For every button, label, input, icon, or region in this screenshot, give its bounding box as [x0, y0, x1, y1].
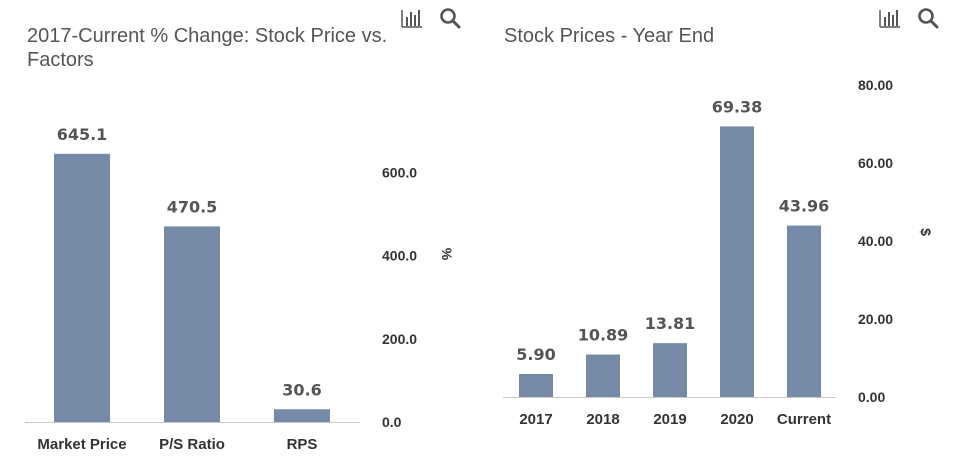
- search-icon[interactable]: [438, 6, 462, 30]
- y-tick-label: 400.0: [382, 248, 417, 264]
- bar: [519, 373, 553, 397]
- bar-chart-icon[interactable]: [878, 6, 902, 30]
- chart-title: 2017-Current % Change: Stock Price vs. F…: [27, 25, 388, 71]
- x-tick-label: Market Price: [37, 436, 126, 453]
- bar: [653, 343, 687, 397]
- data-label: 13.81: [645, 314, 696, 333]
- y-tick-label: 200.0: [382, 331, 417, 347]
- x-tick-label: 2019: [653, 411, 686, 428]
- data-label: 5.90: [516, 345, 555, 364]
- y-axis-label: %: [439, 248, 455, 261]
- x-tick-label: RPS: [287, 436, 318, 453]
- data-label: 30.6: [282, 380, 321, 399]
- chart-toolbar: [400, 6, 462, 30]
- bar: [164, 226, 220, 422]
- data-label: 10.89: [578, 326, 629, 345]
- x-tick-label: P/S Ratio: [159, 436, 225, 453]
- y-tick-label: 600.0: [382, 165, 417, 181]
- bar: [54, 153, 110, 423]
- percent-change-bar-chart: 645.1 Market Price 470.5 P/S Ratio 30.6 RPS 0.…: [25, 125, 455, 453]
- y-tick-label: 80.00: [858, 77, 893, 93]
- chart-toolbar: [878, 6, 940, 30]
- stock-prices-bar-chart: 5.90 2017 10.89 2018 13.81 2019 69.38 2020 43.96…: [503, 77, 934, 428]
- y-tick-label: 60.00: [858, 155, 893, 171]
- x-tick-label: 2017: [519, 411, 552, 428]
- search-icon[interactable]: [916, 6, 940, 30]
- x-tick-label: 2018: [586, 411, 619, 428]
- y-axis-label: $: [918, 228, 934, 236]
- bar: [586, 354, 620, 397]
- y-tick-label: 20.00: [858, 311, 893, 327]
- x-tick-label: Current: [777, 411, 831, 428]
- y-tick-label: 0.00: [858, 389, 885, 405]
- y-tick-label: 40.00: [858, 233, 893, 249]
- data-label: 69.38: [712, 97, 763, 116]
- chart-panel-stock-prices: Stock Prices - Year End 5.90 2017 10.89 201…: [480, 0, 958, 458]
- bar: [274, 409, 330, 422]
- data-label: 43.96: [779, 197, 830, 216]
- chart-title: Stock Prices - Year End: [504, 25, 715, 47]
- bar: [787, 225, 821, 397]
- x-tick-label: 2020: [720, 411, 753, 428]
- data-label: 470.5: [167, 197, 218, 216]
- bar: [720, 126, 754, 397]
- data-label: 645.1: [57, 125, 108, 144]
- y-tick-label: 0.0: [382, 414, 402, 430]
- bar-chart-icon[interactable]: [400, 6, 424, 30]
- chart-panel-percent-change: 2017-Current % Change: Stock Price vs. F…: [25, 6, 462, 453]
